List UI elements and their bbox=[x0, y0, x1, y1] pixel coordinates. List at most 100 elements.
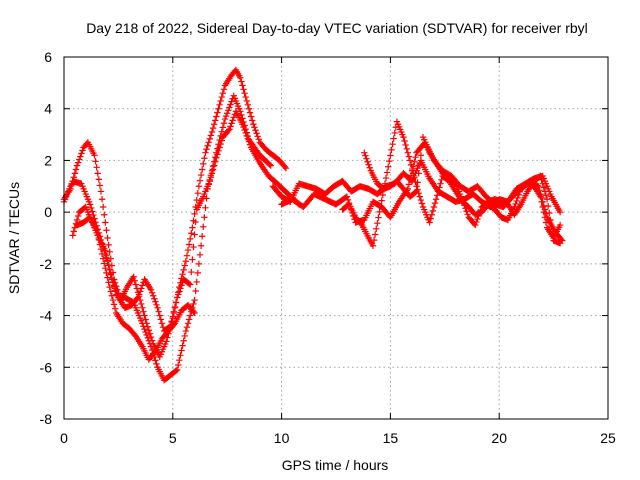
data-point bbox=[201, 214, 208, 221]
data-point bbox=[542, 192, 550, 199]
plot-frame bbox=[63, 56, 609, 420]
data-point bbox=[430, 203, 438, 211]
data-point bbox=[69, 232, 76, 239]
data-point bbox=[109, 296, 117, 304]
data-point bbox=[96, 241, 104, 248]
data-point bbox=[460, 199, 467, 206]
data-point bbox=[102, 264, 109, 272]
data-point bbox=[254, 133, 261, 140]
data-point bbox=[169, 313, 176, 320]
data-point bbox=[218, 128, 225, 135]
data-point bbox=[207, 174, 215, 181]
data-point bbox=[390, 135, 397, 142]
data-point bbox=[94, 170, 101, 177]
x-tick-labels: 0 5 10 15 20 25 bbox=[60, 430, 616, 446]
data-point bbox=[429, 207, 437, 215]
series-arc-3 bbox=[69, 108, 303, 335]
data-point bbox=[155, 308, 162, 315]
data-point bbox=[515, 191, 522, 199]
data-point bbox=[107, 255, 114, 262]
x-tick-label: 25 bbox=[600, 430, 616, 446]
data-point bbox=[180, 337, 187, 344]
data-point bbox=[402, 141, 409, 149]
data-point bbox=[219, 124, 227, 131]
data-point bbox=[143, 331, 150, 339]
data-point bbox=[437, 180, 444, 187]
data-point bbox=[547, 216, 554, 224]
data-point bbox=[152, 357, 159, 364]
data-point bbox=[207, 132, 215, 139]
y-tick-label: 0 bbox=[44, 204, 52, 220]
data-point bbox=[416, 193, 423, 200]
data-point bbox=[198, 166, 206, 173]
data-point bbox=[191, 231, 198, 238]
y-tick-label: -2 bbox=[40, 256, 53, 272]
data-point bbox=[224, 110, 231, 117]
data-point bbox=[142, 316, 149, 323]
data-point bbox=[247, 113, 255, 120]
series-arc-8 bbox=[361, 133, 564, 247]
data-point bbox=[408, 165, 416, 173]
data-point bbox=[200, 223, 207, 230]
data-point bbox=[417, 196, 425, 204]
data-point bbox=[147, 333, 155, 341]
data-point bbox=[72, 166, 80, 173]
data-point bbox=[226, 104, 233, 111]
data-point bbox=[201, 155, 208, 162]
data-point bbox=[103, 269, 110, 277]
data-point bbox=[78, 150, 85, 157]
data-point bbox=[177, 285, 184, 292]
data-point bbox=[216, 144, 223, 151]
data-point bbox=[142, 328, 149, 336]
y-tick-label: -6 bbox=[40, 359, 53, 375]
data-point bbox=[406, 176, 414, 184]
data-point bbox=[187, 235, 194, 243]
data-point bbox=[189, 256, 196, 263]
data-point bbox=[132, 281, 140, 288]
y-tick-label: -8 bbox=[40, 411, 53, 427]
data-point bbox=[131, 277, 138, 284]
data-point bbox=[214, 151, 221, 158]
data-point bbox=[97, 246, 105, 253]
data-point bbox=[418, 143, 426, 150]
data-point bbox=[156, 312, 163, 319]
data-point bbox=[411, 174, 418, 181]
data-point bbox=[208, 128, 216, 136]
data-point bbox=[187, 281, 194, 288]
data-point bbox=[151, 349, 158, 357]
data-point bbox=[387, 152, 394, 159]
x-tick-label: 5 bbox=[169, 430, 177, 446]
data-point bbox=[141, 312, 148, 319]
data-point bbox=[541, 188, 549, 195]
data-point bbox=[385, 163, 392, 170]
data-point bbox=[185, 241, 193, 248]
data-point bbox=[240, 123, 247, 131]
data-point bbox=[198, 233, 206, 240]
data-point bbox=[206, 177, 213, 185]
data-point bbox=[230, 114, 237, 121]
data-point bbox=[218, 93, 225, 101]
data-point bbox=[196, 251, 204, 259]
data-point bbox=[540, 208, 548, 216]
data-point bbox=[163, 338, 170, 345]
data-point bbox=[185, 316, 193, 323]
data-point bbox=[556, 208, 564, 216]
data-point bbox=[102, 247, 109, 255]
data-point bbox=[76, 156, 83, 163]
data-point bbox=[241, 126, 248, 134]
data-point bbox=[245, 105, 253, 112]
data-point bbox=[194, 269, 202, 277]
data-point bbox=[154, 304, 161, 312]
data-point bbox=[97, 188, 105, 195]
data-point bbox=[175, 291, 182, 298]
data-point bbox=[225, 127, 232, 134]
data-point bbox=[96, 182, 104, 189]
data-point bbox=[189, 224, 196, 231]
data-point bbox=[417, 152, 425, 159]
data-point bbox=[474, 215, 481, 223]
data-point bbox=[214, 109, 221, 116]
data-point bbox=[427, 215, 434, 222]
series-arc-7 bbox=[339, 118, 564, 249]
data-point bbox=[190, 300, 197, 308]
data-point bbox=[111, 305, 119, 312]
